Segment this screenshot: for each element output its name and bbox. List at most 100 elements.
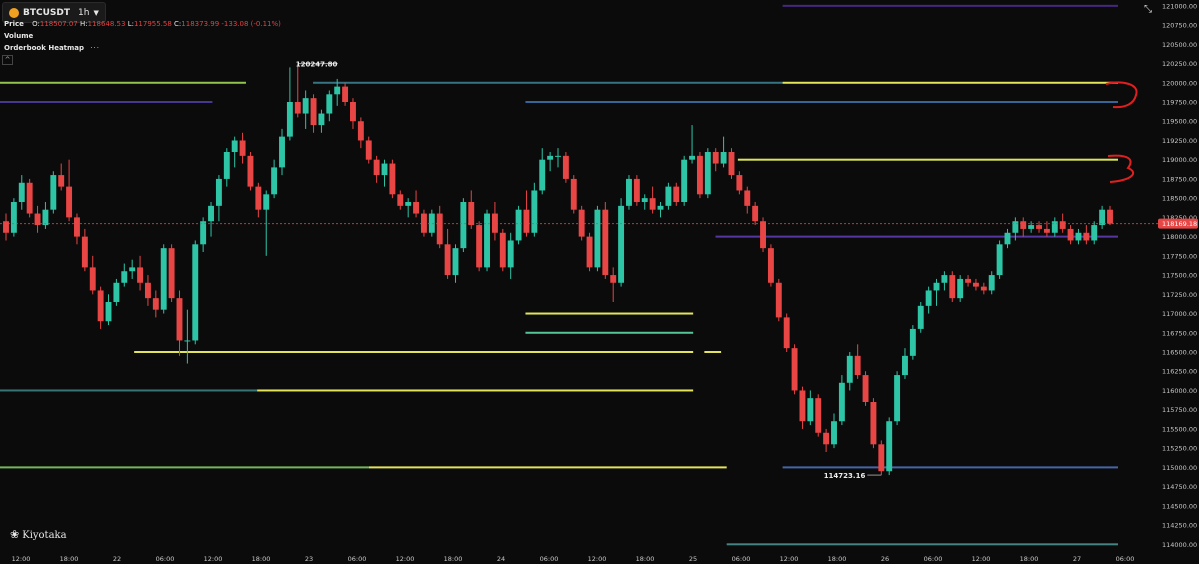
candle-body	[1043, 228, 1050, 233]
candle-body	[113, 282, 120, 302]
candle-body	[137, 267, 144, 283]
candle-body	[263, 194, 270, 210]
price-tick-label: 120000.00	[1162, 79, 1197, 87]
candle-body	[42, 209, 49, 226]
price-tick-label: 116500.00	[1162, 349, 1197, 357]
candle-body	[641, 198, 648, 202]
candle-body	[1004, 232, 1011, 245]
candle-body	[405, 202, 412, 206]
candle-body	[523, 209, 530, 233]
candle-body	[949, 275, 956, 299]
candle-body	[318, 113, 325, 126]
time-tick-label: 27	[1073, 555, 1081, 563]
candle-body	[215, 178, 222, 206]
candle-body	[34, 213, 41, 226]
candle-body	[184, 340, 191, 342]
low-label: 114723.16	[824, 472, 866, 480]
price-tick-label: 119750.00	[1162, 99, 1197, 107]
candle-body	[350, 102, 356, 122]
heatmap-level	[782, 81, 1118, 84]
price-tick-label: 118000.00	[1162, 233, 1197, 241]
candle-body	[649, 198, 656, 210]
candle-body	[389, 163, 396, 195]
candle-body	[302, 98, 309, 114]
candle-body	[870, 402, 877, 445]
candle-body	[681, 159, 688, 202]
candle-body	[89, 267, 96, 291]
more-options-icon[interactable]: ···	[90, 44, 100, 52]
time-tick-label: 18:00	[252, 555, 271, 563]
bitcoin-icon	[9, 7, 19, 18]
candle-body	[980, 286, 987, 291]
candle-body	[239, 140, 246, 156]
volume-legend[interactable]: Volume	[4, 32, 34, 40]
current-price-label: 118169.18	[1162, 220, 1197, 228]
candle-body	[744, 190, 751, 206]
candle-body	[160, 248, 167, 310]
candle-body	[728, 152, 735, 176]
candle-body	[988, 275, 995, 291]
collapse-icon[interactable]: ^	[2, 55, 13, 65]
time-tick-label: 26	[881, 555, 889, 563]
time-axis[interactable]: 12:00 18:00 22 06:00 12:00 18:00 23 06:00 12:00 1…	[12, 555, 1135, 563]
candle-body	[460, 202, 467, 249]
price-tick-label: 114750.00	[1162, 483, 1197, 491]
candle-body	[886, 421, 893, 472]
price-tick-label: 120500.00	[1162, 41, 1197, 49]
candle-body	[271, 167, 278, 195]
candle-body	[1051, 221, 1058, 233]
candle-body	[720, 152, 727, 164]
heatmap-legend[interactable]: Orderbook Heatmap ···	[4, 44, 100, 52]
candle-body	[436, 213, 443, 245]
heatmap-level	[704, 351, 722, 353]
price-axis[interactable]: 121000.00 120750.00 120500.00 120250.00 1200…	[1158, 0, 1199, 564]
heatmap-level	[525, 331, 694, 334]
candle-body	[846, 355, 853, 383]
candle-body	[902, 355, 908, 376]
price-tick-label: 114500.00	[1162, 502, 1197, 510]
candle-body	[223, 152, 230, 179]
candle-body	[26, 182, 33, 214]
time-tick-label: 25	[689, 555, 697, 563]
lotus-icon: ❀	[10, 528, 20, 541]
candle-body	[200, 221, 207, 245]
candle-body	[294, 102, 301, 114]
candle-body	[752, 205, 759, 222]
candle-body	[547, 155, 554, 160]
candle-body	[121, 271, 128, 283]
bracket-drawing	[1107, 154, 1135, 183]
time-tick-label: 24	[497, 555, 505, 563]
price-tick-label: 117250.00	[1162, 291, 1197, 299]
time-tick-label: 18:00	[1020, 555, 1039, 563]
time-tick-label: 18:00	[636, 555, 655, 563]
candle-body	[310, 98, 317, 126]
candle-body	[618, 205, 625, 283]
price-tick-label: 119250.00	[1162, 137, 1197, 145]
time-tick-label: 18:00	[828, 555, 847, 563]
candle-body	[105, 302, 112, 322]
overlays: 120247.80 114723.16	[0, 61, 1158, 480]
candle-body	[689, 155, 696, 160]
time-tick-label: 18:00	[60, 555, 79, 563]
price-tick-label: 118750.00	[1162, 175, 1197, 183]
candle-body	[420, 213, 427, 233]
price-tick-label: 114000.00	[1162, 541, 1197, 549]
candle-body	[255, 186, 262, 210]
candle-body	[736, 175, 743, 191]
candle-body	[381, 163, 388, 176]
candle-body	[933, 282, 940, 291]
symbol-selector[interactable]: BTCUSDT 1h ▼	[2, 2, 106, 23]
candle-body	[602, 209, 609, 276]
candle-body	[854, 355, 861, 376]
candle-body	[1075, 232, 1082, 241]
candle-body	[972, 282, 979, 287]
candle-body	[799, 390, 806, 422]
candle-body	[18, 182, 25, 202]
candle-body	[444, 244, 451, 276]
time-tick-label: 06:00	[156, 555, 175, 563]
candle-body	[531, 190, 538, 233]
expand-icon[interactable]: ⤡	[1144, 4, 1152, 15]
time-tick-label: 12:00	[972, 555, 991, 563]
candle-body	[941, 275, 948, 283]
